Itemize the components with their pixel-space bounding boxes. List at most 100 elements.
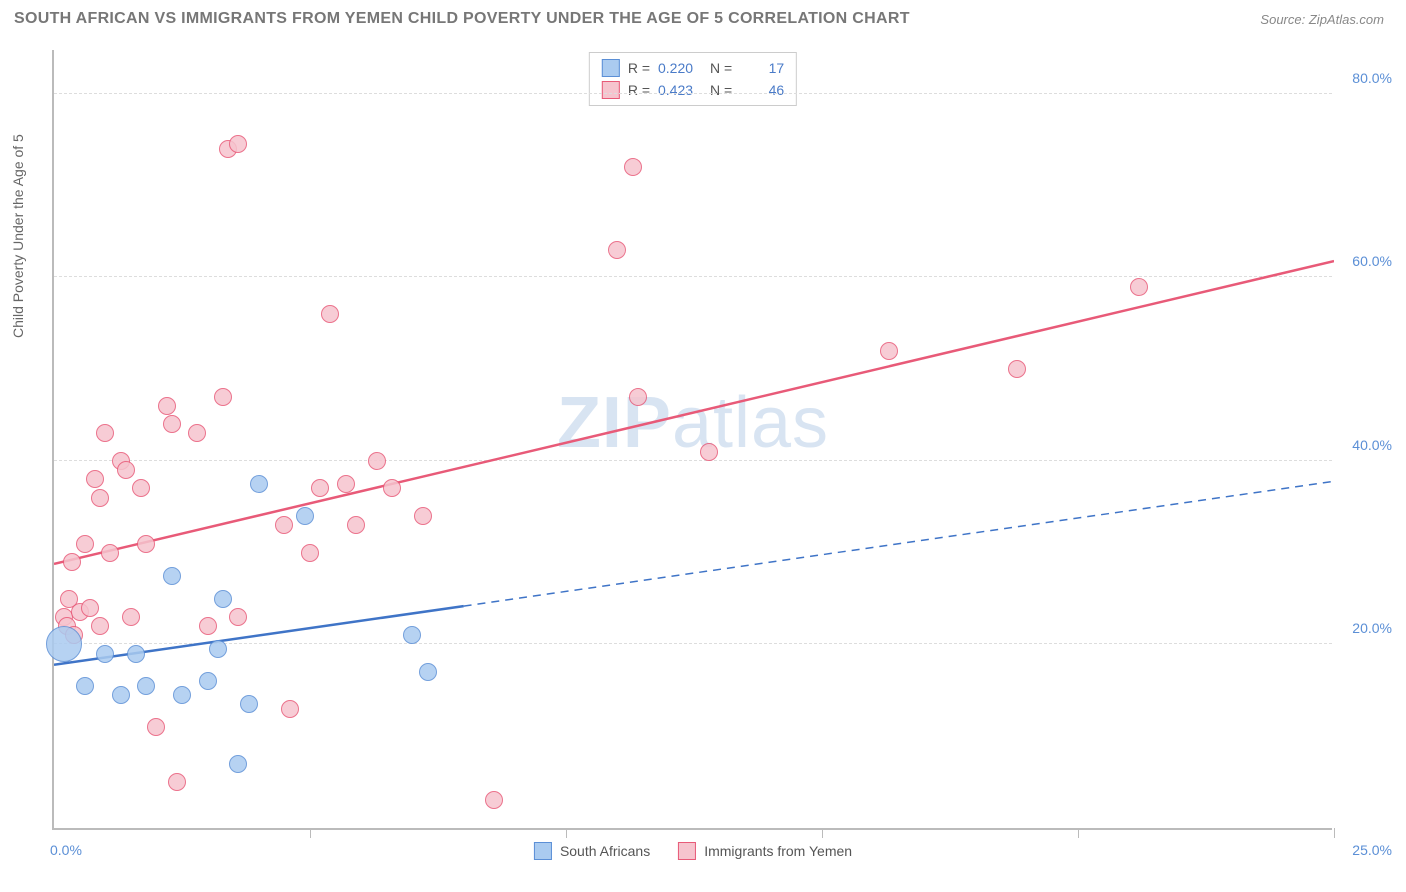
r-value: 0.220 (658, 60, 702, 76)
x-min-label: 0.0% (50, 842, 82, 858)
south-africans-point (163, 567, 181, 585)
gridline (54, 93, 1332, 94)
south-africans-point (112, 686, 130, 704)
south-africans-point (96, 645, 114, 663)
south-africans-point (199, 672, 217, 690)
yemen-point (63, 553, 81, 571)
gridline (54, 643, 1332, 644)
south-africans-point (127, 645, 145, 663)
x-tick (822, 828, 823, 838)
yemen-point (624, 158, 642, 176)
south-africans-point (76, 677, 94, 695)
chart-title: SOUTH AFRICAN VS IMMIGRANTS FROM YEMEN C… (14, 10, 910, 28)
y-axis-label: Child Poverty Under the Age of 5 (10, 134, 26, 338)
plot-area: ZIPatlas R =0.220N =17R =0.423N =46 Sout… (52, 50, 1332, 830)
yemen-point (96, 424, 114, 442)
yemen-point (214, 388, 232, 406)
yemen-point (337, 475, 355, 493)
correlation-legend: R = 0.220 N = 17 R = 0.423 N = 46 (589, 52, 797, 106)
yemen-point (229, 135, 247, 153)
legend-item: Immigrants from Yemen (678, 842, 852, 860)
yemen-point (608, 241, 626, 259)
yemen-point (485, 791, 503, 809)
y-tick-label: 20.0% (1337, 620, 1392, 636)
yemen-point (311, 479, 329, 497)
y-tick-label: 60.0% (1337, 253, 1392, 269)
yemen-point (137, 535, 155, 553)
yemen-point (383, 479, 401, 497)
yemen-point (122, 608, 140, 626)
watermark-bold: ZIP (557, 383, 672, 463)
n-value: 46 (740, 82, 784, 98)
south-africans-point (209, 640, 227, 658)
yemen-point (91, 617, 109, 635)
legend-swatch (534, 842, 552, 860)
n-value: 17 (740, 60, 784, 76)
yemen-point (76, 535, 94, 553)
yemen-point (147, 718, 165, 736)
south-africans-point (137, 677, 155, 695)
south-africans-point (214, 590, 232, 608)
yemen-point (301, 544, 319, 562)
n-label: N = (710, 82, 732, 98)
yemen-point (158, 397, 176, 415)
south-africans-point (173, 686, 191, 704)
yemen-point (700, 443, 718, 461)
legend-swatch (602, 81, 620, 99)
yemen-point (1130, 278, 1148, 296)
legend-swatch (678, 842, 696, 860)
yemen-point (368, 452, 386, 470)
yemen-point (163, 415, 181, 433)
x-tick (566, 828, 567, 838)
source-name: ZipAtlas.com (1309, 12, 1384, 27)
south-africans-point (250, 475, 268, 493)
legend-row: R = 0.423 N = 46 (590, 79, 796, 101)
legend-row: R = 0.220 N = 17 (590, 57, 796, 79)
yemen-point (81, 599, 99, 617)
yemen-point (880, 342, 898, 360)
yemen-point (281, 700, 299, 718)
south-africans-point (296, 507, 314, 525)
watermark: ZIPatlas (557, 382, 829, 464)
source-label: Source: (1260, 12, 1305, 27)
yemen-point (132, 479, 150, 497)
south-africans-point (240, 695, 258, 713)
x-tick (1078, 828, 1079, 838)
r-label: R = (628, 82, 650, 98)
x-tick (1334, 828, 1335, 838)
legend-swatch (602, 59, 620, 77)
south-africans-point (46, 626, 82, 662)
r-label: R = (628, 60, 650, 76)
chart-header: SOUTH AFRICAN VS IMMIGRANTS FROM YEMEN C… (0, 0, 1406, 36)
n-label: N = (710, 60, 732, 76)
y-tick-label: 40.0% (1337, 437, 1392, 453)
watermark-rest: atlas (672, 383, 829, 463)
legend-label: South Africans (560, 843, 650, 859)
yemen-point (168, 773, 186, 791)
yemen-point (117, 461, 135, 479)
gridline (54, 460, 1332, 461)
yemen-point (199, 617, 217, 635)
yemen-point (91, 489, 109, 507)
south-africans-point (403, 626, 421, 644)
yemen-point (629, 388, 647, 406)
r-value: 0.423 (658, 82, 702, 98)
yemen-point (321, 305, 339, 323)
trend-lines (54, 50, 1334, 830)
series-legend: South Africans Immigrants from Yemen (534, 842, 852, 860)
x-tick (310, 828, 311, 838)
yemen-point (275, 516, 293, 534)
yemen-point (188, 424, 206, 442)
south-africans-point (229, 755, 247, 773)
yemen-point (414, 507, 432, 525)
legend-label: Immigrants from Yemen (704, 843, 852, 859)
yemen-point (229, 608, 247, 626)
south-africans-point (419, 663, 437, 681)
legend-item: South Africans (534, 842, 650, 860)
yemen-point (86, 470, 104, 488)
x-max-label: 25.0% (1352, 842, 1392, 858)
yemen-point (347, 516, 365, 534)
yemen-point (1008, 360, 1026, 378)
yemen-point (101, 544, 119, 562)
y-tick-label: 80.0% (1337, 70, 1392, 86)
